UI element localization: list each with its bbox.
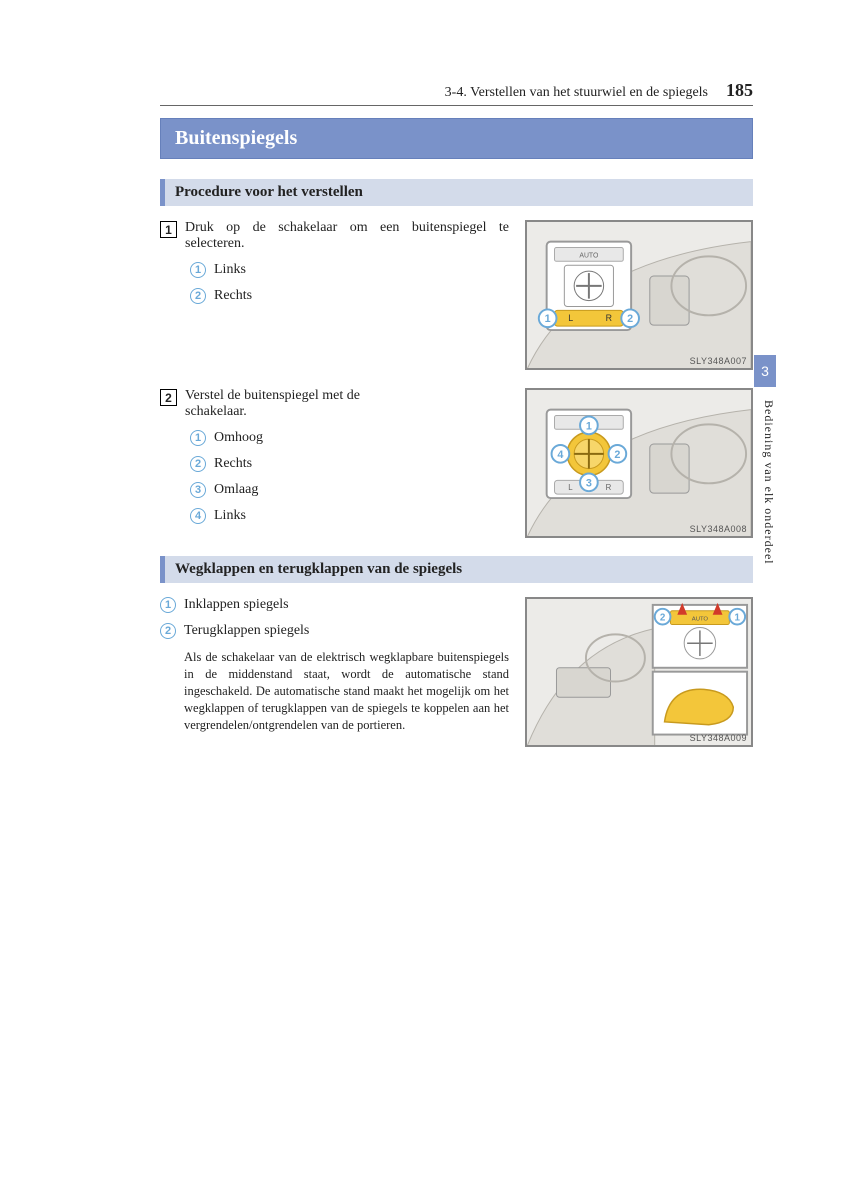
circle-number-icon: 1 xyxy=(160,597,176,613)
dashboard-illustration: AUTO L R 1 2 xyxy=(527,222,751,369)
list-item: 2 Terugklappen spiegels xyxy=(160,623,509,639)
list-item: 3 Omlaag xyxy=(190,482,509,498)
list-label: Links xyxy=(214,262,246,278)
list-label: Terugklappen spiegels xyxy=(184,623,309,639)
page-title: Buitenspiegels xyxy=(160,118,753,159)
circle-number-icon: 4 xyxy=(190,508,206,524)
list-item: 1 Links xyxy=(190,262,509,278)
list-label: Inklappen spiegels xyxy=(184,597,289,613)
step-head: 2 Verstel de buitenspiegel met de schake… xyxy=(160,388,509,420)
list-item: 1 Omhoog xyxy=(190,430,509,446)
figure-code: SLY348A008 xyxy=(690,524,747,534)
step-text-column: 1 Inklappen spiegels 2 Terugklappen spie… xyxy=(160,597,509,747)
circle-number-icon: 1 xyxy=(190,430,206,446)
dashboard-illustration: AUTO 2 1 xyxy=(527,599,751,746)
step-block: 1 Druk op de schakelaar om een buitenspi… xyxy=(160,220,753,370)
page-header: 3-4. Verstellen van het stuurwiel en de … xyxy=(160,80,753,106)
step-text: Verstel de buitenspiegel met de schakela… xyxy=(185,388,360,420)
svg-text:AUTO: AUTO xyxy=(692,617,709,623)
circle-number-icon: 2 xyxy=(190,456,206,472)
step-text: Druk op de schakelaar om een buitenspieg… xyxy=(185,220,509,252)
figure-code: SLY348A007 xyxy=(690,356,747,366)
list-label: Rechts xyxy=(214,288,252,304)
svg-text:R: R xyxy=(606,483,612,492)
step-text-column: 1 Druk op de schakelaar om een buitenspi… xyxy=(160,220,509,370)
list-label: Omhoog xyxy=(214,430,263,446)
dashboard-illustration: L R 1 2 3 4 xyxy=(527,390,751,537)
svg-text:1: 1 xyxy=(586,420,592,432)
svg-text:1: 1 xyxy=(734,613,740,624)
step-text-column: 2 Verstel de buitenspiegel met de schake… xyxy=(160,388,509,538)
circle-number-icon: 3 xyxy=(190,482,206,498)
figure-column: AUTO L R 1 2 SLY348A007 xyxy=(525,220,753,370)
circle-number-icon: 2 xyxy=(190,288,206,304)
circle-number-icon: 1 xyxy=(190,262,206,278)
svg-text:AUTO: AUTO xyxy=(579,252,598,259)
section-heading: Wegklappen en terugklappen van de spiege… xyxy=(160,556,753,583)
svg-text:3: 3 xyxy=(586,477,592,489)
step-block: 2 Verstel de buitenspiegel met de schake… xyxy=(160,388,753,538)
svg-text:L: L xyxy=(568,483,573,492)
svg-text:1: 1 xyxy=(545,313,551,325)
page-number: 185 xyxy=(726,80,753,101)
svg-text:4: 4 xyxy=(557,449,563,461)
list-item: 2 Rechts xyxy=(190,288,509,304)
body-paragraph: Als de schakelaar van de elektrisch wegk… xyxy=(160,649,509,733)
figure-column: AUTO 2 1 xyxy=(525,597,753,747)
figure-mirror-select: AUTO L R 1 2 SLY348A007 xyxy=(525,220,753,370)
list-label: Rechts xyxy=(214,456,252,472)
list-label: Links xyxy=(214,508,246,524)
breadcrumb: 3-4. Verstellen van het stuurwiel en de … xyxy=(445,85,708,101)
circle-number-icon: 2 xyxy=(160,623,176,639)
section-heading: Procedure voor het verstellen xyxy=(160,179,753,206)
step-number-box: 1 xyxy=(160,221,177,238)
list-item: 2 Rechts xyxy=(190,456,509,472)
svg-text:2: 2 xyxy=(660,613,666,624)
manual-page: 3-4. Verstellen van het stuurwiel en de … xyxy=(0,0,848,825)
step-sublist: 1 Links 2 Rechts xyxy=(160,262,509,304)
figure-mirror-fold: AUTO 2 1 xyxy=(525,597,753,747)
step-sublist: 1 Omhoog 2 Rechts 3 Omlaag 4 Links xyxy=(160,430,509,524)
list-item: 4 Links xyxy=(190,508,509,524)
chapter-tab: 3 xyxy=(754,355,776,387)
step-block: 1 Inklappen spiegels 2 Terugklappen spie… xyxy=(160,597,753,747)
figure-code: SLY348A009 xyxy=(690,733,747,743)
step-head: 1 Druk op de schakelaar om een buitenspi… xyxy=(160,220,509,252)
svg-text:L: L xyxy=(568,313,573,323)
figure-mirror-adjust: L R 1 2 3 4 SLY348A008 xyxy=(525,388,753,538)
chapter-side-label: Bediening van elk onderdeel xyxy=(761,400,776,565)
figure-column: L R 1 2 3 4 SLY348A008 xyxy=(525,388,753,538)
step-number-box: 2 xyxy=(160,389,177,406)
list-item: 1 Inklappen spiegels xyxy=(160,597,509,613)
svg-text:2: 2 xyxy=(614,449,620,461)
list-label: Omlaag xyxy=(214,482,258,498)
svg-text:R: R xyxy=(606,313,612,323)
svg-text:2: 2 xyxy=(627,313,633,325)
